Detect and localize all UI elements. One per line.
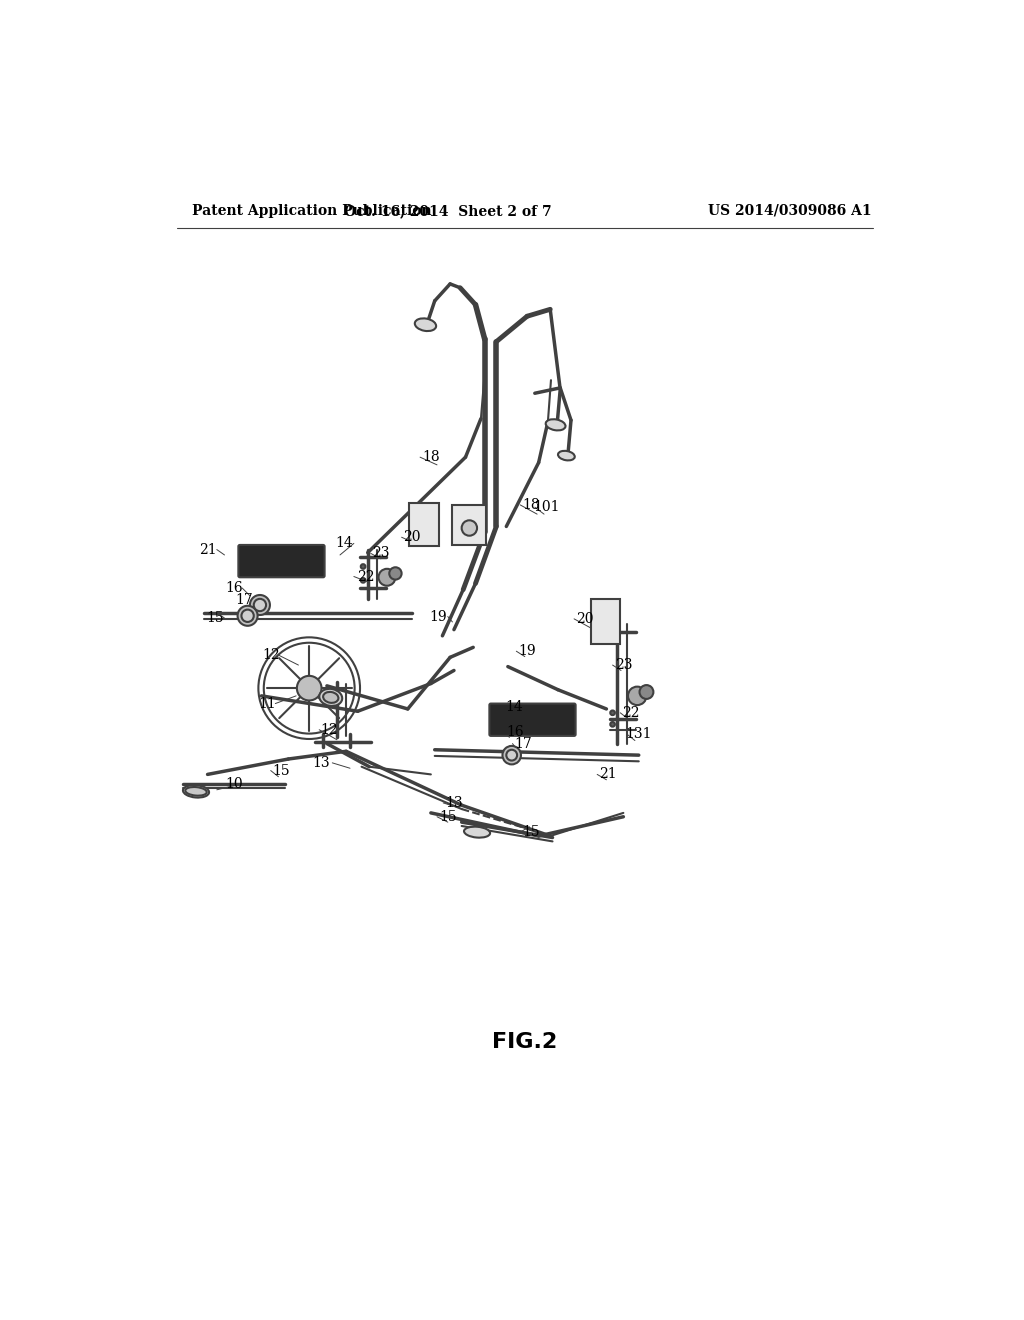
- Text: 15: 15: [522, 825, 540, 840]
- Text: 23: 23: [372, 546, 389, 561]
- Circle shape: [640, 685, 653, 700]
- Text: 21: 21: [199, 543, 216, 557]
- Ellipse shape: [183, 785, 209, 797]
- Ellipse shape: [415, 318, 436, 331]
- Text: US 2014/0309086 A1: US 2014/0309086 A1: [708, 203, 871, 218]
- Text: 10: 10: [225, 776, 244, 791]
- Ellipse shape: [464, 826, 490, 838]
- FancyBboxPatch shape: [591, 599, 621, 644]
- Text: Patent Application Publication: Patent Application Publication: [193, 203, 432, 218]
- FancyBboxPatch shape: [410, 503, 438, 545]
- Text: 18: 18: [522, 498, 540, 512]
- Ellipse shape: [558, 451, 574, 461]
- Text: 22: 22: [623, 706, 640, 719]
- Ellipse shape: [546, 420, 565, 430]
- Text: 14: 14: [336, 536, 353, 550]
- Text: 18: 18: [422, 450, 439, 465]
- Text: 19: 19: [430, 610, 447, 623]
- Text: 13: 13: [312, 756, 331, 770]
- Text: 16: 16: [225, 581, 243, 595]
- Ellipse shape: [319, 689, 342, 706]
- Text: 23: 23: [614, 659, 632, 672]
- Ellipse shape: [324, 692, 338, 702]
- Text: 19: 19: [518, 644, 536, 659]
- Circle shape: [506, 750, 517, 760]
- Text: 13: 13: [445, 796, 463, 810]
- Text: 21: 21: [599, 767, 616, 781]
- Text: 17: 17: [236, 593, 253, 607]
- Text: 131: 131: [626, 727, 652, 742]
- Text: FIG.2: FIG.2: [493, 1032, 557, 1052]
- Text: 15: 15: [272, 763, 290, 777]
- Text: 17: 17: [514, 737, 532, 751]
- Text: 22: 22: [356, 569, 374, 583]
- Ellipse shape: [185, 787, 207, 796]
- Circle shape: [360, 578, 366, 582]
- Text: 20: 20: [402, 531, 421, 544]
- Circle shape: [242, 610, 254, 622]
- Circle shape: [250, 595, 270, 615]
- Circle shape: [238, 606, 258, 626]
- FancyBboxPatch shape: [453, 506, 486, 545]
- Circle shape: [297, 676, 322, 701]
- Circle shape: [628, 686, 646, 705]
- Text: 15: 15: [439, 809, 457, 824]
- Circle shape: [503, 746, 521, 764]
- Text: Oct. 16, 2014  Sheet 2 of 7: Oct. 16, 2014 Sheet 2 of 7: [344, 203, 552, 218]
- Circle shape: [379, 569, 395, 586]
- Circle shape: [360, 564, 366, 569]
- Text: 14: 14: [505, 701, 523, 714]
- Text: 15: 15: [207, 611, 224, 626]
- FancyBboxPatch shape: [489, 704, 575, 737]
- Circle shape: [389, 568, 401, 579]
- Text: 12: 12: [321, 723, 338, 737]
- Text: 101: 101: [534, 500, 559, 515]
- Text: 11: 11: [259, 697, 276, 710]
- FancyBboxPatch shape: [239, 545, 325, 577]
- Circle shape: [610, 722, 614, 726]
- Circle shape: [610, 710, 614, 715]
- Circle shape: [254, 599, 266, 611]
- Text: 12: 12: [262, 648, 280, 663]
- Circle shape: [462, 520, 477, 536]
- Text: 20: 20: [577, 612, 594, 626]
- Text: 16: 16: [507, 725, 524, 739]
